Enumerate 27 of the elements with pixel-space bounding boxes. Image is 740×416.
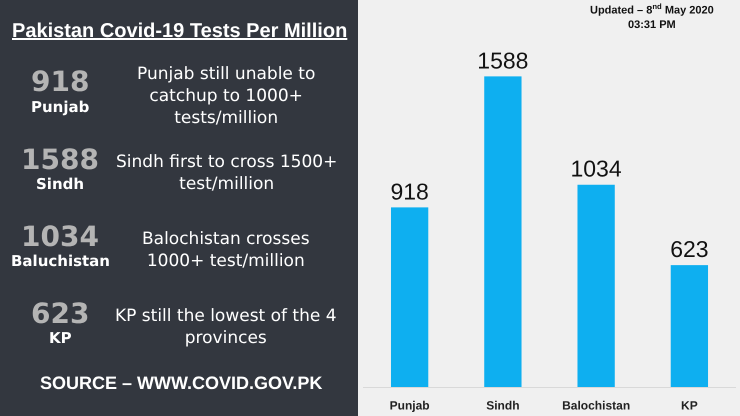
data-label: 1034 [570,156,622,182]
text: Punjab [31,98,90,116]
text: Baluchistan [11,252,110,270]
text: Pakistan Covid-19 Tests Per Million [12,20,348,42]
data-label: 623 [670,236,709,262]
text: Updated – 8$^{nd}$ May 2020 03:31 PM [590,2,714,31]
bar [390,207,428,387]
text: Sindh [36,175,84,193]
text: Balochistan crosses 1000+ test/million [142,229,310,272]
text: KP still the lowest of the 4 provinces [115,306,337,348]
x-tick-label: Sindh [486,398,520,412]
source-note: SOURCE – WWW.COVID.GOV.PK [40,373,322,393]
data-label: 918 [390,178,429,204]
x-tick-label: Punjab [390,398,430,412]
text: 1034 [21,220,99,253]
text: Punjab still unable to catchup to 1000+ tests/million [137,64,316,128]
x-tick-label: KP [681,398,698,412]
text: 1588 [21,143,99,176]
text: Sindh first to cross 1500+ test/million [116,152,338,194]
bar [577,184,615,387]
text: 623 [31,297,90,330]
x-tick-label: Balochistan [562,398,630,412]
text: 918 [31,65,90,98]
bar [670,265,708,387]
bar [484,76,522,387]
data-label: 1588 [477,47,528,74]
text: KP [49,329,72,347]
